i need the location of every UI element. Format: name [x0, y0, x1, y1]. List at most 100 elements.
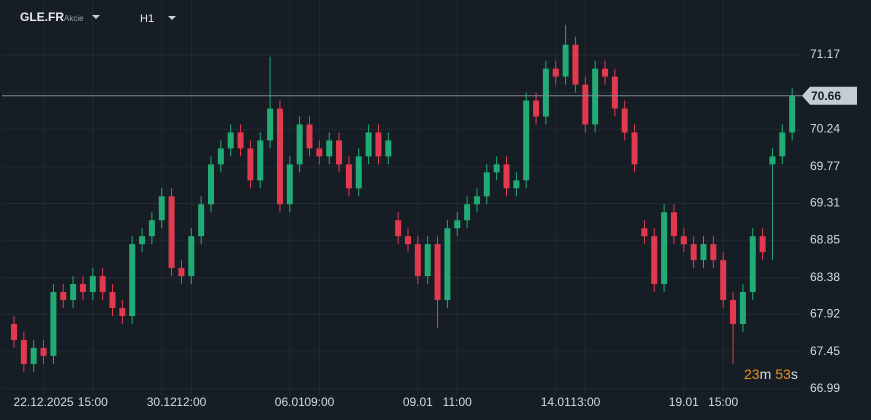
candle-body [710, 244, 717, 261]
candle-body [237, 132, 244, 149]
y-tick-label: 68.38 [810, 270, 840, 284]
y-tick-label: 67.45 [810, 344, 840, 358]
candle-body [562, 44, 569, 77]
countdown-minutes-unit: m [760, 366, 772, 382]
candles [11, 24, 796, 372]
candle-body [493, 164, 500, 173]
candle-body [326, 140, 333, 157]
countdown-minutes: 23 [744, 366, 760, 382]
x-tick-label: 30.12 [147, 395, 177, 409]
y-tick-label: 71.17 [810, 47, 840, 61]
candle-body [119, 308, 126, 316]
x-tick-label: 11:00 [443, 395, 472, 409]
candle-body [139, 236, 146, 245]
candle-body [168, 196, 175, 269]
candle-body [779, 132, 786, 157]
candle-body [267, 108, 274, 141]
candle-body [670, 212, 677, 237]
candle-body [414, 244, 421, 277]
countdown: 23m 53s [744, 366, 798, 382]
instrument-type: Akcie [64, 14, 84, 23]
candle-body [611, 76, 618, 109]
candle-body [316, 148, 323, 157]
y-tick-label: 69.77 [810, 159, 840, 173]
candle-body [739, 292, 746, 324]
candle-body [513, 180, 520, 189]
x-tick-label: 13:00 [570, 395, 600, 409]
candle-body [109, 292, 116, 309]
y-tick-label: 70.24 [810, 121, 840, 135]
candle-body [454, 220, 461, 229]
candle-body [148, 220, 155, 237]
candle-body [730, 300, 737, 324]
candle-body [60, 292, 67, 301]
candle-body [720, 260, 727, 301]
symbol-dropdown[interactable] [92, 15, 100, 19]
toolbar[interactable]: GLE.FR Akcie H1 [20, 10, 176, 25]
candle-body [690, 244, 697, 261]
candle-body [700, 244, 707, 261]
candle-body [365, 132, 372, 157]
candle-body [355, 156, 362, 189]
x-tick-label: 15:00 [708, 395, 738, 409]
candle-body [208, 164, 214, 205]
candle-body [99, 276, 106, 293]
candle-body [217, 148, 224, 165]
candle-body [385, 140, 392, 157]
candle-body [20, 339, 27, 364]
candle-body [89, 276, 96, 293]
x-tick-label: 09:00 [304, 395, 334, 409]
candle-body [40, 347, 47, 356]
candle-body [306, 124, 313, 149]
timeframe-dropdown[interactable] [168, 16, 176, 20]
candle-body [592, 68, 599, 125]
candle-body [257, 140, 264, 181]
x-tick-label: 22.12.2025 [14, 395, 74, 409]
candle-body [345, 164, 352, 189]
x-tick-label: 14.01 [541, 395, 571, 409]
candle-body [70, 284, 77, 301]
symbol[interactable]: GLE.FR [20, 10, 64, 24]
candle-body [247, 148, 254, 181]
current-price: 70.66 [2, 86, 857, 105]
candle-body [572, 44, 579, 85]
candle-body [434, 244, 441, 301]
y-tick-label: 66.99 [810, 381, 840, 395]
timeframe[interactable]: H1 [140, 13, 154, 25]
current-price-label: 70.66 [811, 89, 841, 103]
x-tick-label: 06.01 [275, 395, 305, 409]
y-tick-label: 68.85 [810, 232, 840, 246]
candle-body [582, 84, 589, 125]
y-tick-label: 69.31 [810, 196, 840, 210]
x-tick-label: 12:00 [176, 395, 206, 409]
x-tick-label: 19.01 [669, 395, 699, 409]
candle-body [602, 68, 608, 77]
candle-body [523, 100, 530, 181]
candle-body [11, 323, 17, 340]
candle-body [503, 164, 510, 189]
candle-body [680, 236, 687, 245]
countdown-seconds: 53 [775, 366, 791, 382]
candle-body [50, 292, 57, 356]
candle-body [336, 140, 343, 165]
candle-body [30, 347, 37, 364]
candle-body [473, 196, 480, 205]
candle-body [651, 236, 658, 285]
candle-body [405, 236, 411, 245]
candle-body [375, 132, 382, 157]
countdown-seconds-unit: s [791, 366, 798, 382]
candle-body [661, 212, 668, 285]
candle-body [759, 236, 766, 253]
current-price-box [802, 86, 857, 105]
candle-body [444, 228, 451, 301]
candle-body [188, 236, 195, 277]
candle-body [276, 108, 283, 205]
candle-body [641, 228, 648, 237]
candle-body [621, 108, 628, 133]
candle-body [533, 100, 540, 117]
candle-body [158, 196, 165, 221]
candle-body [395, 220, 402, 237]
candle-body [769, 156, 776, 165]
